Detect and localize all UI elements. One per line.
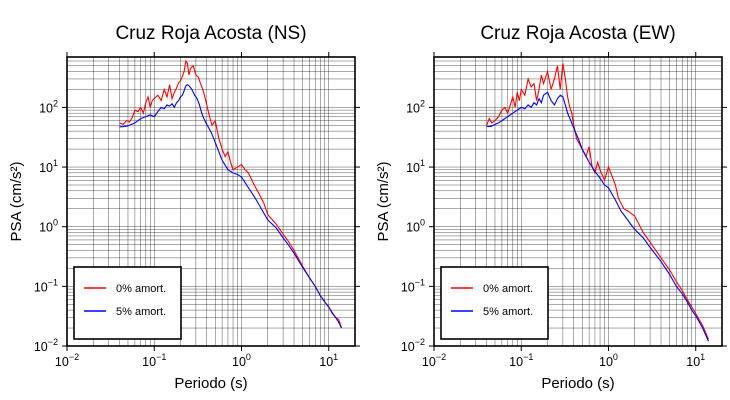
x-tick-label: 10−2 — [55, 352, 79, 369]
y-tick-label: 10−2 — [34, 337, 58, 354]
x-axis-label: Periodo (s) — [174, 375, 247, 392]
y-tick-label: 102 — [39, 98, 58, 115]
plot-frame — [433, 56, 723, 347]
x-tick-label: 10−2 — [422, 352, 446, 369]
y-tick-label: 101 — [39, 158, 58, 175]
legend-label: 5% amort. — [483, 306, 533, 318]
y-tick-label: 102 — [406, 98, 425, 115]
x-tick-label: 101 — [686, 352, 705, 369]
x-tick-label: 101 — [319, 352, 338, 369]
x-tick-label: 10−1 — [142, 352, 166, 369]
series-line-zero-damping — [486, 63, 709, 340]
chart-title: Cruz Roja Acosta (NS) — [115, 23, 306, 44]
legend-box — [73, 266, 182, 340]
legend: 0% amort. 5% amort. — [440, 266, 549, 340]
y-tick-label: 10−2 — [401, 337, 425, 354]
y-axis-label: PSA (cm/s²) — [375, 161, 392, 241]
y-axis-label: PSA (cm/s²) — [8, 161, 25, 241]
series-line-zero-damping — [119, 59, 343, 329]
chart-panel-ew: 10−2 10−1 100 101 10−2 10−1 100 101 102 Cruz Roja… — [367, 0, 730, 400]
tick-marks — [429, 52, 727, 351]
tick-marks — [62, 52, 360, 351]
chart-title: Cruz Roja Acosta (EW) — [480, 23, 675, 44]
legend-label: 0% amort. — [116, 283, 166, 295]
chart-panel-ns: 10−2 10−1 100 101 10−2 10−1 100 101 102 Cruz Roja… — [8, 23, 360, 392]
y-tick-label: 101 — [406, 158, 425, 175]
legend-box — [440, 266, 549, 340]
y-tick-label: 10−1 — [401, 277, 425, 294]
series-line-five-damping — [486, 91, 709, 342]
y-tick-label: 10−1 — [34, 277, 58, 294]
x-tick-label: 100 — [232, 352, 251, 369]
y-tick-label: 100 — [39, 218, 58, 235]
x-tick-label: 100 — [599, 352, 618, 369]
legend: 0% amort. 5% amort. — [73, 266, 182, 340]
x-tick-label: 10−1 — [509, 352, 533, 369]
series-line-five-damping — [119, 84, 342, 329]
legend-label: 0% amort. — [483, 283, 533, 295]
x-axis-label: Periodo (s) — [541, 375, 614, 392]
plot-frame — [66, 56, 356, 347]
chart-svg-ns: 10−2 10−1 100 101 10−2 10−1 100 101 102 Cruz Roja… — [8, 23, 360, 392]
chart-svg-ew: 10−2 10−1 100 101 10−2 10−1 100 101 102 Cruz Roja… — [375, 23, 727, 392]
y-tick-label: 100 — [406, 218, 425, 235]
legend-label: 5% amort. — [116, 306, 166, 318]
